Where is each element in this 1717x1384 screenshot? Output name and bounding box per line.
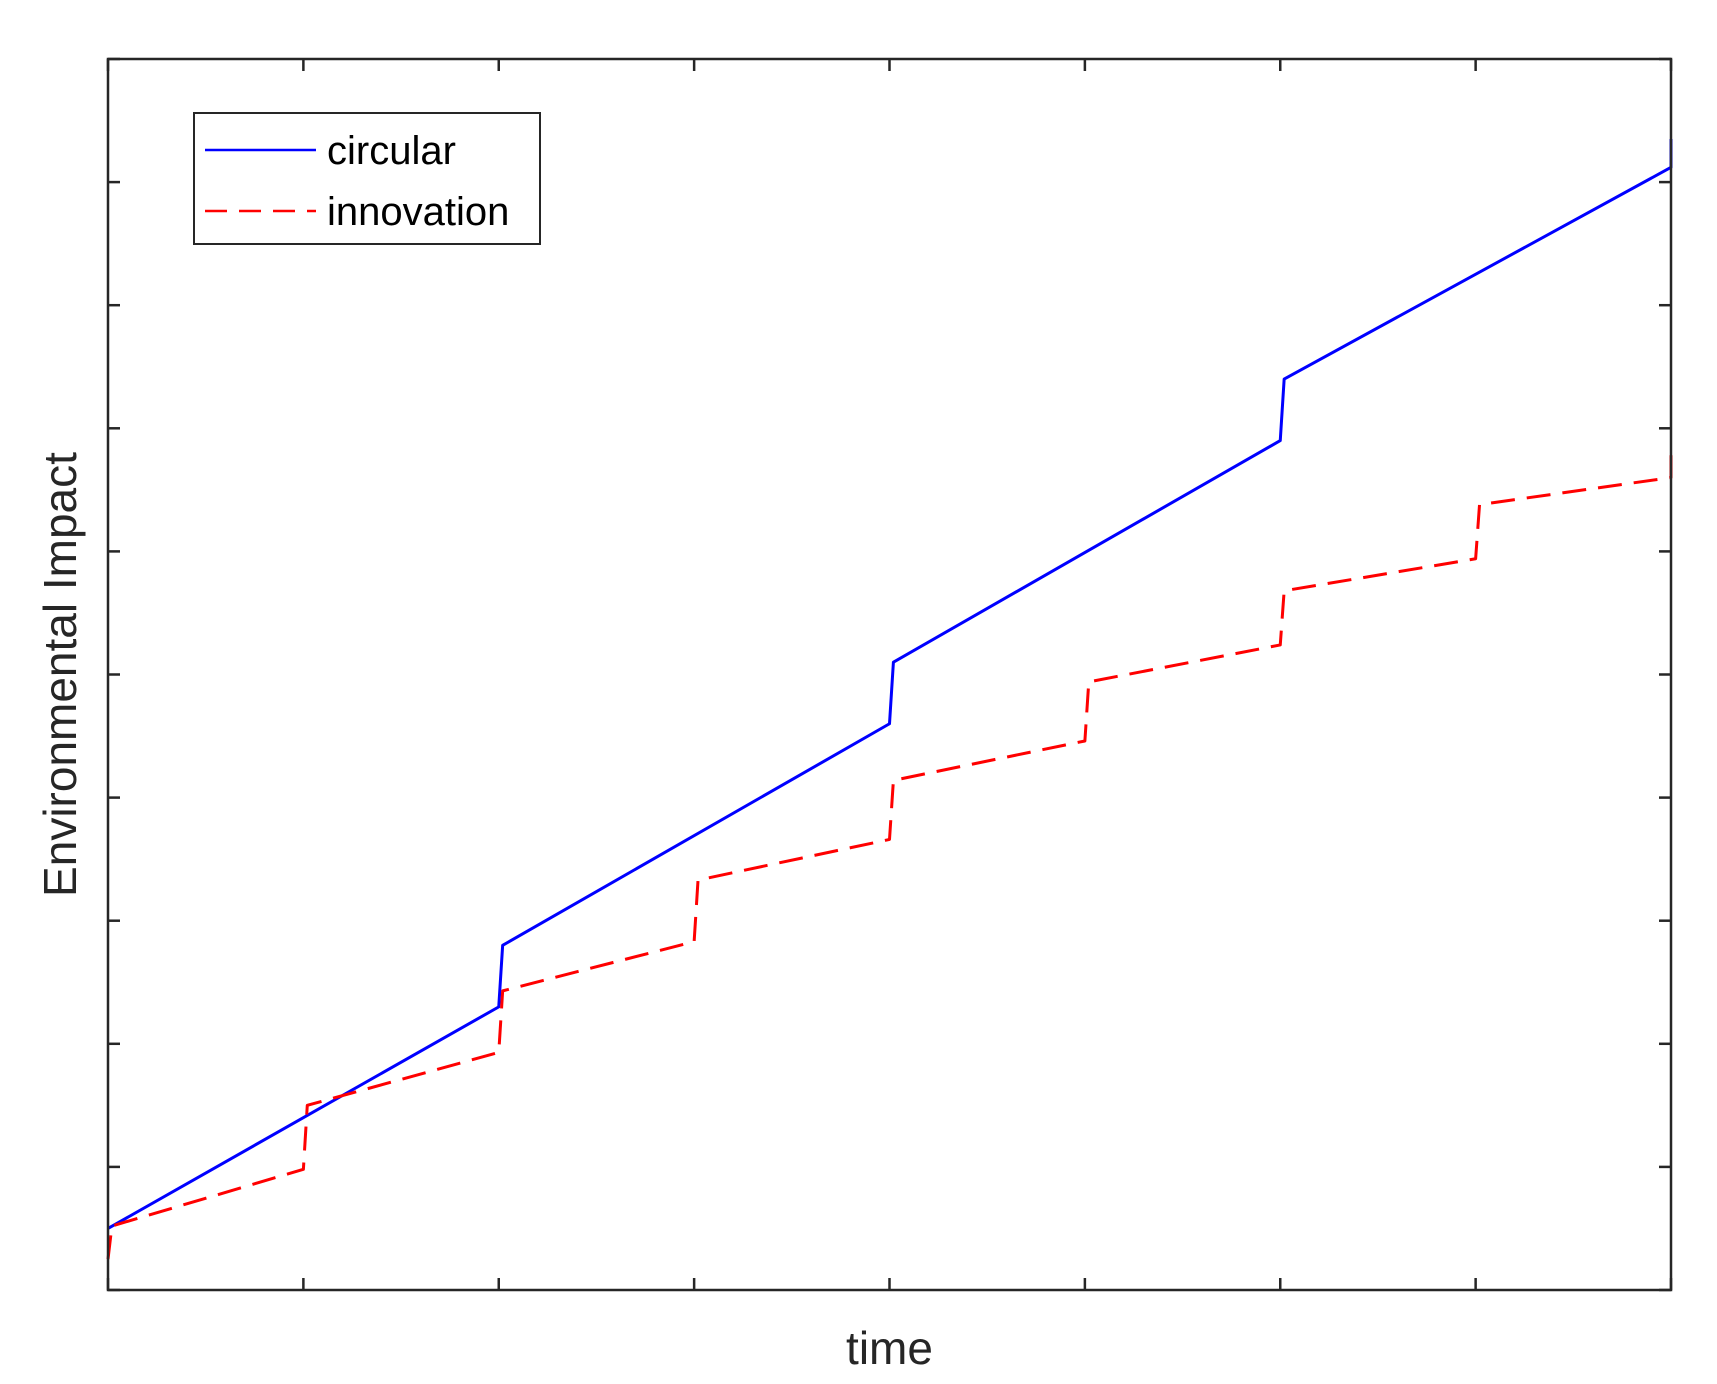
series-layer (106, 139, 1673, 1260)
plot-frame (106, 57, 1673, 1292)
legend-innovation-label: innovation (327, 190, 509, 234)
series-line-circular (107, 139, 1673, 1230)
legend: circular innovation (193, 112, 541, 245)
series-line-innovation (106, 452, 1673, 1260)
y-axis-label: Environmental Impact (34, 452, 86, 897)
x-axis-label: time (846, 1322, 933, 1374)
legend-box (193, 112, 541, 245)
legend-circular-label: circular (327, 129, 456, 173)
